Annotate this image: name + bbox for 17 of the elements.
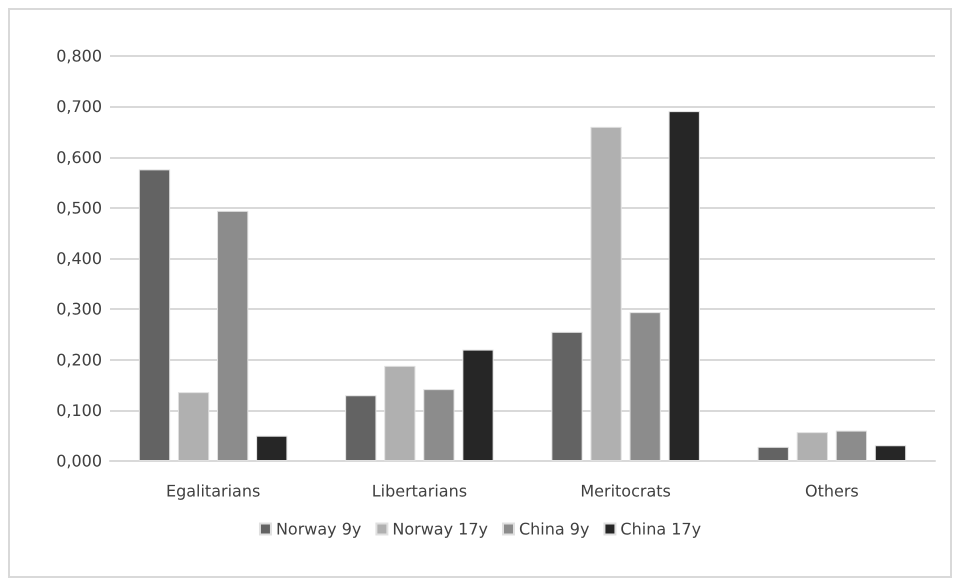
- x-tick-label: Libertarians: [372, 482, 468, 500]
- y-tick-label: 0,300: [56, 300, 102, 319]
- legend-label: China 9y: [518, 520, 590, 538]
- legend-label: Norway 17y: [392, 520, 488, 538]
- legend-label: China 17y: [620, 520, 702, 538]
- y-tick-label: 0,400: [56, 249, 102, 268]
- y-tick-label: 0,000: [56, 452, 102, 470]
- y-tick-label: 0,600: [56, 148, 102, 167]
- y-tick-label: 0,800: [56, 46, 102, 66]
- y-tick-label: 0,700: [56, 97, 102, 116]
- y-tick-label: 0,100: [56, 400, 102, 420]
- x-tick-label: Others: [804, 482, 859, 500]
- legend-label: Norway 9y: [276, 520, 362, 538]
- x-tick-label: Egalitarians: [166, 482, 260, 500]
- y-tick-label: 0,200: [56, 350, 102, 370]
- x-tick-label: Meritocrats: [580, 482, 671, 500]
- y-tick-label: 0,500: [56, 198, 102, 218]
